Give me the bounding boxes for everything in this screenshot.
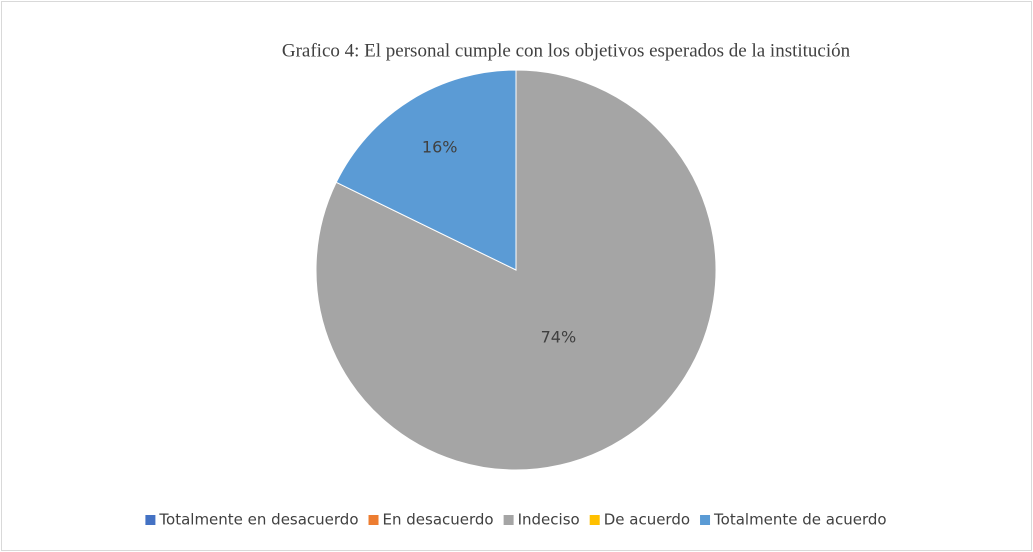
legend-swatch [700,515,711,525]
legend-label: Totalmente en desacuerdo [158,511,358,529]
legend-label: En desacuerdo [383,511,494,529]
pie: 74% 16% [315,69,717,471]
legend-label: Totalmente de acuerdo [713,511,887,529]
legend-swatch [368,515,379,525]
legend-label: Indeciso [518,511,580,529]
legend-swatch [589,515,600,525]
chart-title: Grafico 4: El personal cumple con los ob… [282,40,851,61]
pie-slice [335,69,517,271]
legend-swatch [503,515,514,525]
legend-label: De acuerdo [604,511,690,529]
legend-swatch [145,515,156,525]
legend: Totalmente en desacuerdo En desacuerdo Ind… [145,511,887,529]
data-label: 16% [422,137,458,156]
data-label: 74% [541,327,577,346]
